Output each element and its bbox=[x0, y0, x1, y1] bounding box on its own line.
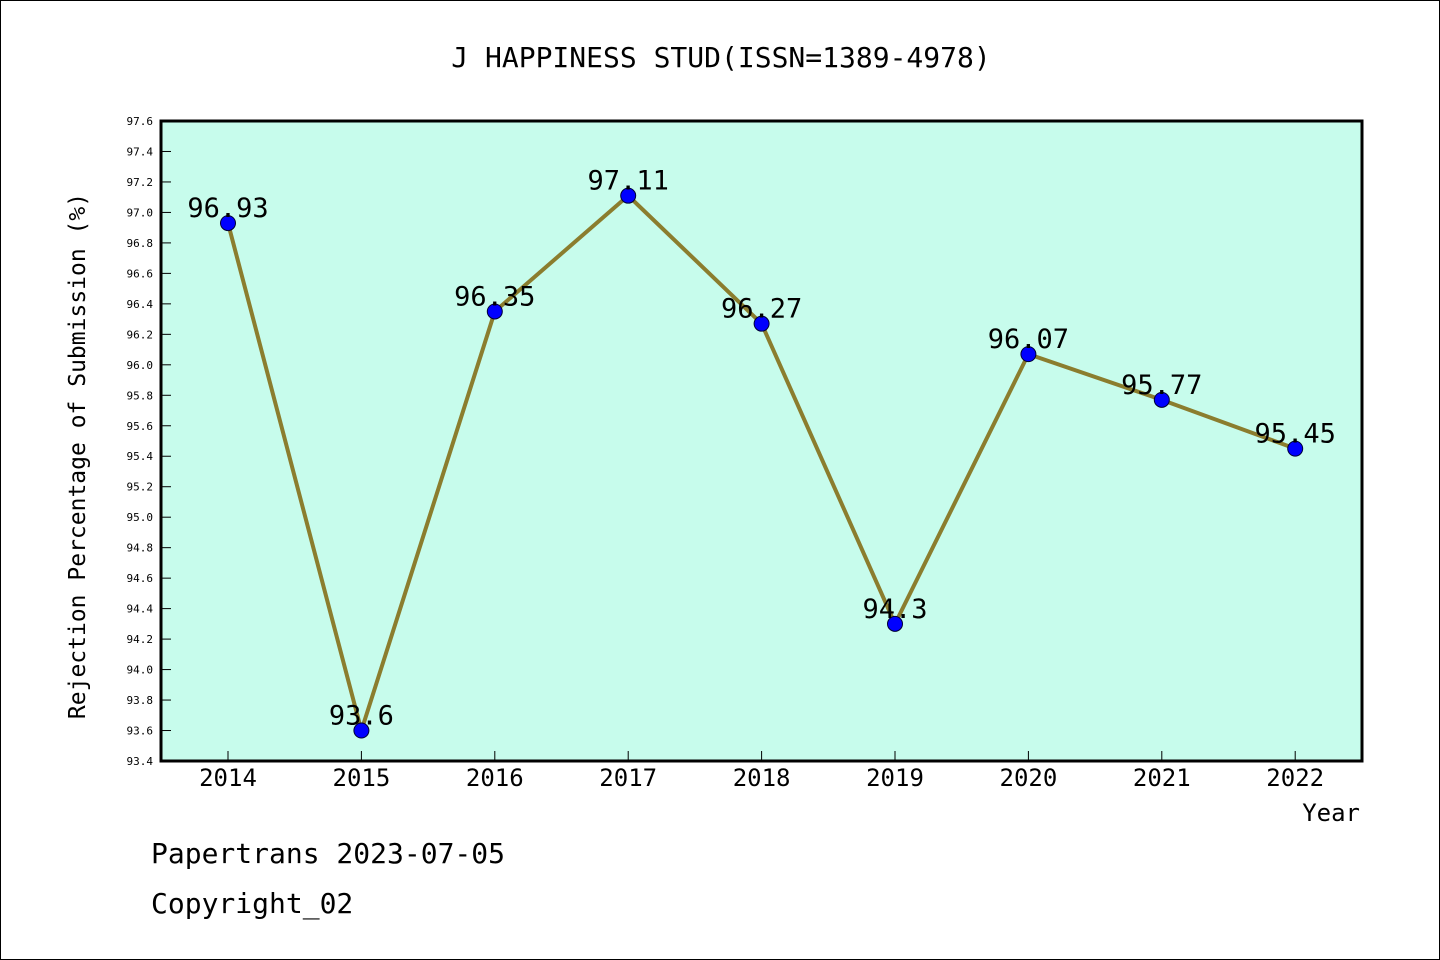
x-tick-label: 2019 bbox=[866, 764, 924, 792]
x-tick-label: 2017 bbox=[599, 764, 657, 792]
y-tick-label: 94.0 bbox=[127, 664, 154, 677]
data-point-marker bbox=[220, 215, 236, 232]
y-tick-label: 97.2 bbox=[127, 176, 154, 189]
y-tick-label: 96.4 bbox=[127, 298, 154, 311]
y-tick-label: 96.0 bbox=[127, 359, 154, 372]
x-tick-label: 2016 bbox=[466, 764, 524, 792]
y-tick-label: 94.4 bbox=[127, 603, 154, 616]
data-label: 97.11 bbox=[588, 166, 669, 197]
y-tick-label: 96.8 bbox=[127, 237, 154, 250]
data-point-marker bbox=[353, 722, 370, 739]
x-tick-label: 2021 bbox=[1133, 764, 1191, 792]
data-point-marker bbox=[887, 615, 903, 632]
data-point-marker bbox=[620, 187, 637, 204]
x-tick-label: 2015 bbox=[333, 764, 391, 792]
data-point-marker bbox=[486, 303, 503, 320]
data-label: 94.3 bbox=[862, 594, 927, 625]
data-label: 96.93 bbox=[187, 193, 268, 224]
x-tick-label: 2022 bbox=[1266, 764, 1324, 792]
data-label: 95.45 bbox=[1255, 419, 1336, 450]
y-tick-label: 94.2 bbox=[127, 633, 154, 646]
data-label: 95.77 bbox=[1121, 370, 1202, 401]
data-label: 96.27 bbox=[721, 294, 802, 325]
y-tick-label: 94.6 bbox=[127, 572, 154, 585]
y-tick-label: 96.2 bbox=[127, 328, 154, 341]
y-tick-label: 93.8 bbox=[127, 694, 154, 707]
y-tick-label: 93.4 bbox=[127, 755, 154, 768]
plot-area bbox=[159, 119, 1364, 763]
y-tick-label: 97.6 bbox=[127, 115, 154, 128]
y-tick-label: 95.4 bbox=[127, 450, 154, 463]
y-tick-label: 95.2 bbox=[127, 481, 154, 494]
y-tick-label: 97.0 bbox=[127, 206, 154, 219]
x-tick-label: 2014 bbox=[199, 764, 257, 792]
series-group: 96.93 93.6 96.35 97.11 96.27 94.3 96.07 95.77 95… bbox=[187, 166, 1336, 739]
data-point-marker bbox=[1287, 440, 1304, 457]
data-point-marker bbox=[1153, 391, 1170, 408]
chart-title: J HAPPINESS STUD(ISSN=1389-4978) bbox=[451, 41, 990, 74]
y-tick-label: 93.6 bbox=[127, 725, 154, 738]
y-tick-label: 97.4 bbox=[127, 145, 154, 158]
x-axis-label: Year bbox=[1302, 799, 1360, 827]
x-tick-label: 2020 bbox=[1000, 764, 1058, 792]
y-tick-label: 95.6 bbox=[127, 420, 154, 433]
footer-copyright-text: Copyright_02 bbox=[151, 887, 354, 920]
data-point-marker bbox=[1020, 346, 1037, 363]
x-axis: 2014 2015 2016 2017 2018 2019 2020 2021 2022 bbox=[199, 751, 1324, 792]
y-tick-label: 95.0 bbox=[127, 511, 154, 524]
y-tick-label: 94.8 bbox=[127, 542, 154, 555]
data-label: 96.07 bbox=[988, 324, 1069, 355]
x-tick-label: 2018 bbox=[733, 764, 791, 792]
data-label: 93.6 bbox=[329, 701, 394, 732]
y-tick-label: 96.6 bbox=[127, 267, 154, 280]
y-axis: 93.4 93.6 93.8 94.0 94.2 94.4 94.6 94.8 95.0 95.2… bbox=[127, 115, 171, 768]
y-tick-label: 95.8 bbox=[127, 389, 154, 402]
y-axis-label: Rejection Percentage of Submission (%) bbox=[65, 193, 91, 719]
data-point-marker bbox=[753, 315, 770, 332]
data-label: 96.35 bbox=[454, 281, 535, 312]
footer-date-text: Papertrans 2023-07-05 bbox=[151, 837, 506, 870]
